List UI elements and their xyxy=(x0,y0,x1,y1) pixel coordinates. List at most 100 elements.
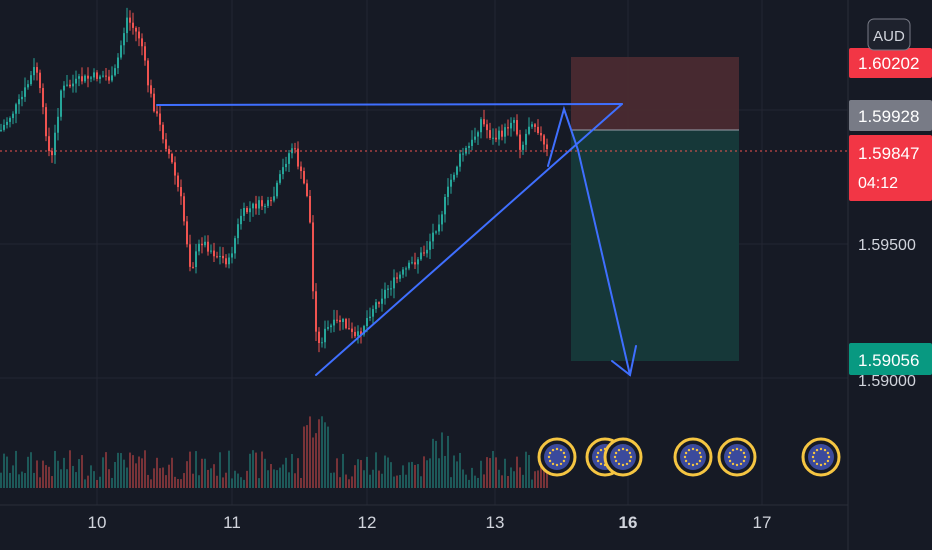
volume-bar xyxy=(69,450,71,488)
volume-bar xyxy=(48,466,50,488)
take-profit-zone[interactable] xyxy=(571,130,739,361)
volume-bar xyxy=(306,425,308,488)
candle-body xyxy=(225,258,227,265)
candle-body xyxy=(120,45,122,58)
volume-bar xyxy=(429,458,431,488)
candle-body xyxy=(309,195,311,223)
volume-bar xyxy=(312,437,314,488)
candle-body xyxy=(363,326,365,335)
stop-loss-zone[interactable] xyxy=(571,57,739,130)
candle-body xyxy=(21,96,23,100)
volume-bar xyxy=(456,461,458,488)
candle-body xyxy=(252,203,254,209)
x-tick-label: 13 xyxy=(486,513,505,532)
volume-bar xyxy=(447,435,449,488)
currency-button[interactable] xyxy=(867,18,911,51)
candle-body xyxy=(372,309,374,317)
volume-bar xyxy=(396,475,398,488)
candle-body xyxy=(450,179,452,187)
volume-bar xyxy=(207,469,209,488)
candle-body xyxy=(546,144,548,150)
candle-body xyxy=(138,31,140,39)
economic-events[interactable] xyxy=(537,437,841,477)
volume-bar xyxy=(39,477,41,488)
candle-body xyxy=(414,262,416,265)
x-tick-label: 11 xyxy=(223,513,241,532)
arrowhead xyxy=(611,345,637,377)
volume-series xyxy=(0,416,548,488)
volume-bar xyxy=(420,476,422,488)
candle-body xyxy=(162,124,164,140)
volume-bar xyxy=(180,479,182,488)
candle-body xyxy=(42,88,44,108)
candle-body xyxy=(240,215,242,225)
volume-bar xyxy=(519,467,521,488)
volume-bar xyxy=(213,464,215,488)
candle-body xyxy=(102,75,104,77)
volume-bar xyxy=(459,452,461,488)
volume-bar xyxy=(465,474,467,488)
candle-body xyxy=(288,153,290,164)
candle-body xyxy=(306,183,308,196)
candle-body xyxy=(345,319,347,329)
candle-body xyxy=(60,90,62,117)
candle-body xyxy=(93,72,95,78)
candle-body xyxy=(135,27,137,32)
candle-body xyxy=(54,132,56,156)
candle-body xyxy=(273,196,275,201)
candle-body xyxy=(327,327,329,329)
candle-body xyxy=(108,76,110,81)
volume-bar xyxy=(183,473,185,488)
candle-body xyxy=(393,277,395,289)
volume-bar xyxy=(24,473,26,488)
candle-body xyxy=(420,252,422,260)
candle-body xyxy=(315,291,317,332)
candlestick-series xyxy=(0,7,548,353)
candle-body xyxy=(318,331,320,344)
volume-bar xyxy=(468,479,470,488)
candle-body xyxy=(330,325,332,328)
candle-body xyxy=(168,148,170,154)
volume-bar xyxy=(60,469,62,488)
volume-bar xyxy=(63,457,65,488)
volume-bar xyxy=(162,467,164,488)
projected-path xyxy=(547,105,631,376)
volume-bar xyxy=(333,472,335,488)
candle-body xyxy=(444,196,446,215)
candle-body xyxy=(471,139,473,146)
candle-body xyxy=(48,136,50,152)
candle-body xyxy=(261,200,263,207)
candle-body xyxy=(501,130,503,137)
candle-body xyxy=(456,166,458,175)
candle-body xyxy=(234,238,236,254)
rising-wedge-drawing[interactable] xyxy=(156,103,637,377)
volume-bar xyxy=(246,470,248,488)
candle-body xyxy=(507,127,509,129)
candle-body xyxy=(543,135,545,145)
volume-bar xyxy=(399,475,401,488)
candle-body xyxy=(402,269,404,275)
stop-price-badge xyxy=(849,48,932,78)
candle-body xyxy=(534,124,536,127)
candle-body xyxy=(27,84,29,88)
volume-bar xyxy=(105,452,107,488)
volume-bar xyxy=(384,455,386,488)
volume-bar xyxy=(546,463,548,488)
candle-body xyxy=(504,127,506,137)
volume-bar xyxy=(168,464,170,488)
volume-bar xyxy=(510,467,512,488)
candle-body xyxy=(498,130,500,140)
candle-body xyxy=(462,153,464,155)
volume-bar xyxy=(342,453,344,488)
volume-bar xyxy=(378,470,380,488)
volume-bar xyxy=(324,422,326,488)
candle-body xyxy=(375,302,377,310)
volume-bar xyxy=(423,456,425,488)
volume-bar xyxy=(99,476,101,488)
volume-bar xyxy=(288,472,290,488)
candle-body xyxy=(87,75,89,79)
candle-body xyxy=(285,163,287,168)
candle-body xyxy=(117,57,119,69)
volume-bar xyxy=(96,479,98,488)
